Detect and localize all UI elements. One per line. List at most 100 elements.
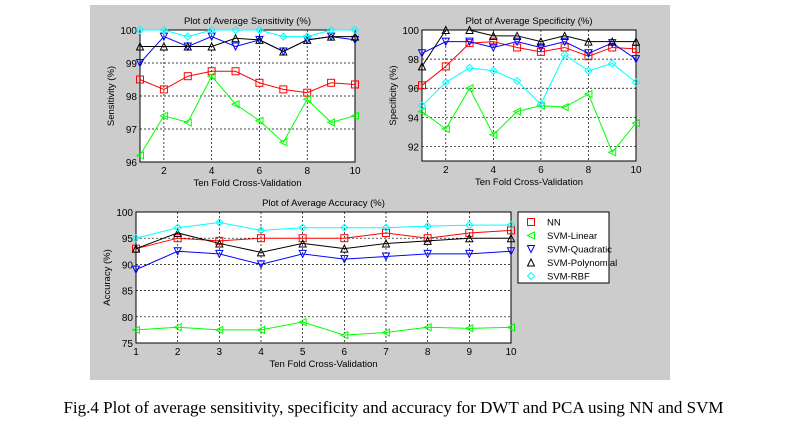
data-point <box>465 233 474 243</box>
plot-area <box>136 212 511 343</box>
chart-title: Plot of Average Accuracy (%) <box>262 198 385 209</box>
data-point <box>607 147 617 157</box>
data-point <box>608 59 617 68</box>
x-tick-label: 9 <box>467 347 473 358</box>
data-point <box>298 223 307 232</box>
x-tick-label: 1 <box>133 347 139 358</box>
data-point <box>489 37 498 46</box>
data-point <box>159 85 168 94</box>
series-line <box>135 229 512 250</box>
x-tick-label: 7 <box>383 347 389 358</box>
x-tick-label: 2 <box>175 347 181 358</box>
chart-title: Plot of Average Specificity (%) <box>465 16 592 27</box>
data-point <box>214 325 224 335</box>
data-point <box>340 223 349 232</box>
y-tick-label: 98 <box>408 55 420 66</box>
legend-label: NN <box>547 218 561 229</box>
data-point <box>215 218 224 227</box>
data-point <box>256 226 266 235</box>
data-point <box>631 118 640 128</box>
data-point <box>536 100 546 109</box>
data-point <box>183 41 193 51</box>
data-point <box>279 46 288 56</box>
data-point <box>183 118 192 127</box>
axes-frame <box>135 211 512 344</box>
data-point <box>231 42 240 52</box>
data-point <box>631 55 641 64</box>
data-point <box>173 234 182 243</box>
data-point <box>512 107 522 116</box>
data-point <box>159 25 169 35</box>
x-tick-label: 4 <box>491 165 497 176</box>
data-point <box>279 85 288 94</box>
legend-marker <box>526 271 536 281</box>
data-point <box>489 43 498 53</box>
series-line <box>139 75 356 156</box>
data-point <box>231 33 240 43</box>
data-point <box>255 35 264 44</box>
y-tick-label: 85 <box>122 287 134 298</box>
series-svm-linear <box>135 71 359 160</box>
y-tick-label: 96 <box>408 84 420 95</box>
x-tick-label: 3 <box>217 347 223 358</box>
data-point <box>339 330 349 340</box>
y-axis-label: Sensitivity (%) <box>106 66 117 126</box>
legend-item: NN <box>527 218 561 229</box>
data-point <box>231 25 240 35</box>
data-point <box>183 72 192 81</box>
series-line <box>421 54 637 107</box>
data-point <box>215 236 224 245</box>
data-point <box>381 328 390 337</box>
data-point <box>326 25 336 35</box>
data-point <box>135 25 145 35</box>
data-point <box>255 78 264 87</box>
data-point <box>583 89 593 99</box>
data-point <box>423 221 432 231</box>
series-line <box>135 250 512 271</box>
data-point <box>131 244 141 253</box>
data-point <box>513 43 522 52</box>
x-tick-label: 8 <box>304 166 310 177</box>
y-tick-label: 80 <box>122 313 134 324</box>
y-tick-label: 100 <box>116 208 133 219</box>
data-point <box>584 49 593 58</box>
x-axis-label: Ten Fold Cross-Validation <box>269 359 377 370</box>
data-point <box>173 223 182 232</box>
data-point <box>382 228 390 237</box>
series-line <box>421 41 637 60</box>
x-tick-label: 8 <box>425 347 431 358</box>
data-point <box>173 247 182 256</box>
data-point <box>560 31 569 40</box>
data-point <box>231 67 240 76</box>
data-point <box>183 32 192 41</box>
x-tick-label: 10 <box>630 165 642 176</box>
series-svm-linear <box>417 83 640 157</box>
data-point <box>631 37 641 46</box>
data-point <box>256 325 265 335</box>
data-point <box>136 75 144 84</box>
data-point <box>536 47 545 56</box>
axes-frame <box>421 29 637 162</box>
legend-label: SVM-Linear <box>547 231 597 242</box>
series-svm-linear <box>131 317 515 340</box>
y-tick-label: 92 <box>408 142 420 153</box>
data-point <box>584 66 593 75</box>
series-line <box>421 41 637 86</box>
data-point <box>215 238 224 248</box>
data-point <box>465 37 474 47</box>
data-point <box>298 234 307 243</box>
x-tick-label: 4 <box>209 166 215 177</box>
x-axis-label: Ten Fold Cross-Validation <box>193 178 301 189</box>
data-point <box>340 255 349 264</box>
legend: NN SVM-Linear SVM-Quadratic SVM-Polynomial S… <box>517 211 617 284</box>
data-point <box>381 238 391 248</box>
data-point <box>327 78 336 87</box>
chart-0: 2 4 6 8 10 96 97 98 99 100 Plot of Average Sensiti… <box>106 16 361 189</box>
data-point <box>207 25 216 35</box>
data-point <box>607 37 617 46</box>
data-point <box>423 236 432 245</box>
legend-label: SVM-Quadratic <box>547 245 612 256</box>
data-point <box>465 228 474 237</box>
data-point <box>302 94 312 104</box>
x-tick-label: 2 <box>161 166 167 177</box>
